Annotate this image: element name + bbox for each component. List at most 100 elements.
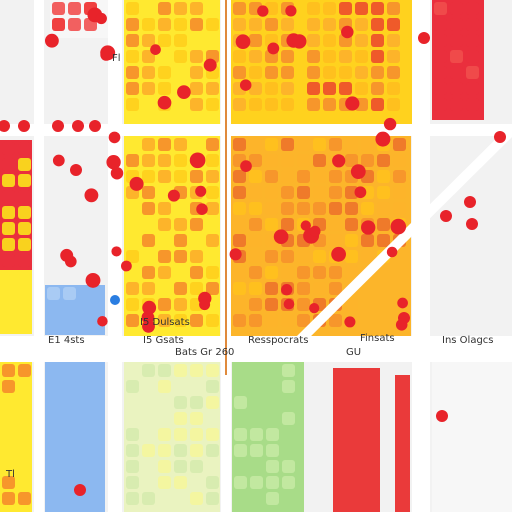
cell bbox=[234, 412, 247, 425]
cell bbox=[450, 82, 463, 95]
cell bbox=[434, 476, 447, 489]
cell bbox=[450, 50, 463, 63]
cell bbox=[282, 412, 295, 425]
cell bbox=[79, 364, 92, 377]
cell bbox=[233, 298, 246, 311]
cell bbox=[351, 434, 364, 447]
marker bbox=[397, 297, 408, 309]
cell bbox=[351, 498, 364, 511]
cell bbox=[361, 138, 374, 151]
cell bbox=[361, 234, 374, 247]
cell bbox=[249, 202, 262, 215]
cell bbox=[329, 234, 342, 247]
cell bbox=[345, 298, 358, 311]
cell bbox=[2, 158, 15, 171]
cell bbox=[250, 412, 263, 425]
cell bbox=[282, 396, 295, 409]
cell bbox=[297, 186, 310, 199]
cell bbox=[265, 82, 278, 95]
cell bbox=[371, 34, 384, 47]
cell bbox=[250, 460, 263, 473]
cell bbox=[206, 266, 219, 279]
cell bbox=[158, 266, 171, 279]
cell bbox=[206, 98, 219, 111]
cell bbox=[377, 234, 390, 247]
cell bbox=[234, 492, 247, 505]
cell bbox=[313, 170, 326, 183]
cell bbox=[371, 82, 384, 95]
cell bbox=[2, 206, 15, 219]
marker bbox=[195, 185, 207, 197]
cell bbox=[498, 476, 511, 489]
cell bbox=[2, 412, 15, 425]
marker bbox=[386, 246, 398, 258]
cell bbox=[265, 202, 278, 215]
cell bbox=[371, 2, 384, 15]
cell bbox=[335, 370, 348, 383]
cell bbox=[2, 492, 15, 505]
cell bbox=[18, 254, 31, 267]
labels: Fl E1 4sts I5 Dulsats Bats Gr 260 Resspo… bbox=[5, 53, 494, 480]
marker bbox=[129, 176, 144, 191]
cell bbox=[367, 434, 380, 447]
cell bbox=[174, 2, 187, 15]
cell bbox=[393, 202, 406, 215]
cell bbox=[355, 34, 368, 47]
cell bbox=[206, 380, 219, 393]
cell bbox=[367, 370, 380, 383]
cell bbox=[307, 82, 320, 95]
cell bbox=[126, 138, 139, 151]
cell bbox=[190, 428, 203, 441]
cell bbox=[281, 170, 294, 183]
marker bbox=[110, 295, 120, 305]
cell bbox=[190, 396, 203, 409]
cell bbox=[450, 98, 463, 111]
cell bbox=[174, 18, 187, 31]
cell bbox=[434, 2, 447, 15]
cell bbox=[266, 476, 279, 489]
cell bbox=[367, 402, 380, 415]
cell bbox=[142, 218, 155, 231]
cell bbox=[282, 380, 295, 393]
cell bbox=[265, 282, 278, 295]
cell bbox=[265, 18, 278, 31]
cell bbox=[47, 412, 60, 425]
cell bbox=[367, 482, 380, 495]
cell bbox=[190, 170, 203, 183]
cell bbox=[174, 266, 187, 279]
cell bbox=[466, 412, 479, 425]
cell bbox=[434, 428, 447, 441]
cell bbox=[335, 466, 348, 479]
cell bbox=[335, 386, 348, 399]
cell bbox=[190, 98, 203, 111]
cell bbox=[297, 314, 310, 327]
cell bbox=[158, 18, 171, 31]
cell bbox=[249, 282, 262, 295]
cell bbox=[450, 444, 463, 457]
cell bbox=[281, 18, 294, 31]
marker bbox=[44, 33, 59, 48]
cell bbox=[233, 314, 246, 327]
cell bbox=[393, 186, 406, 199]
cell bbox=[265, 314, 278, 327]
marker bbox=[494, 131, 506, 143]
cell bbox=[126, 202, 139, 215]
marker bbox=[89, 120, 101, 132]
cell bbox=[351, 482, 364, 495]
cell bbox=[18, 304, 31, 317]
cell bbox=[250, 444, 263, 457]
cell bbox=[233, 170, 246, 183]
cell bbox=[233, 50, 246, 63]
cell bbox=[450, 476, 463, 489]
cell bbox=[393, 170, 406, 183]
cell bbox=[249, 234, 262, 247]
marker bbox=[74, 484, 86, 496]
marker bbox=[390, 218, 407, 235]
cell bbox=[466, 460, 479, 473]
cell bbox=[142, 18, 155, 31]
cell bbox=[126, 444, 139, 457]
cell bbox=[142, 460, 155, 473]
marker bbox=[257, 5, 269, 17]
cell bbox=[79, 319, 92, 332]
